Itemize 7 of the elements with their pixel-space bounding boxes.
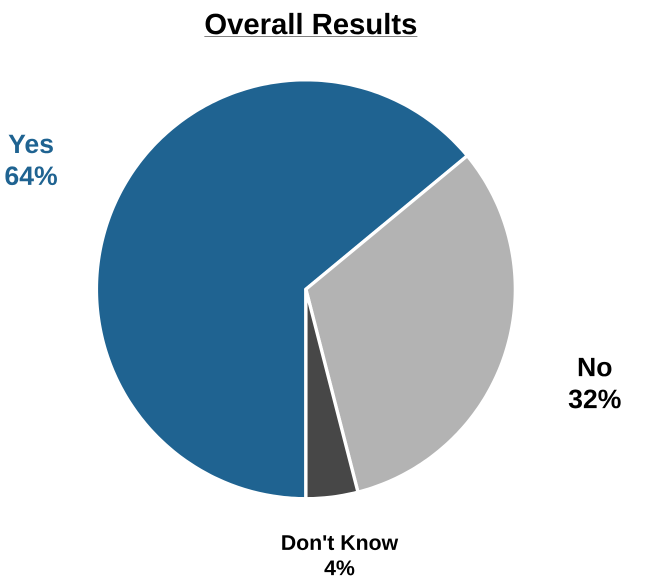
slice-label: Don't Know	[282, 535, 398, 550]
data-label: 4%	[324, 560, 354, 576]
data-label: 32%	[568, 390, 621, 409]
slice-label: Yes	[8, 134, 53, 154]
data-label: 64%	[5, 166, 57, 186]
slice-label: No	[578, 358, 612, 377]
chart-title: Overall Results	[206, 13, 416, 35]
